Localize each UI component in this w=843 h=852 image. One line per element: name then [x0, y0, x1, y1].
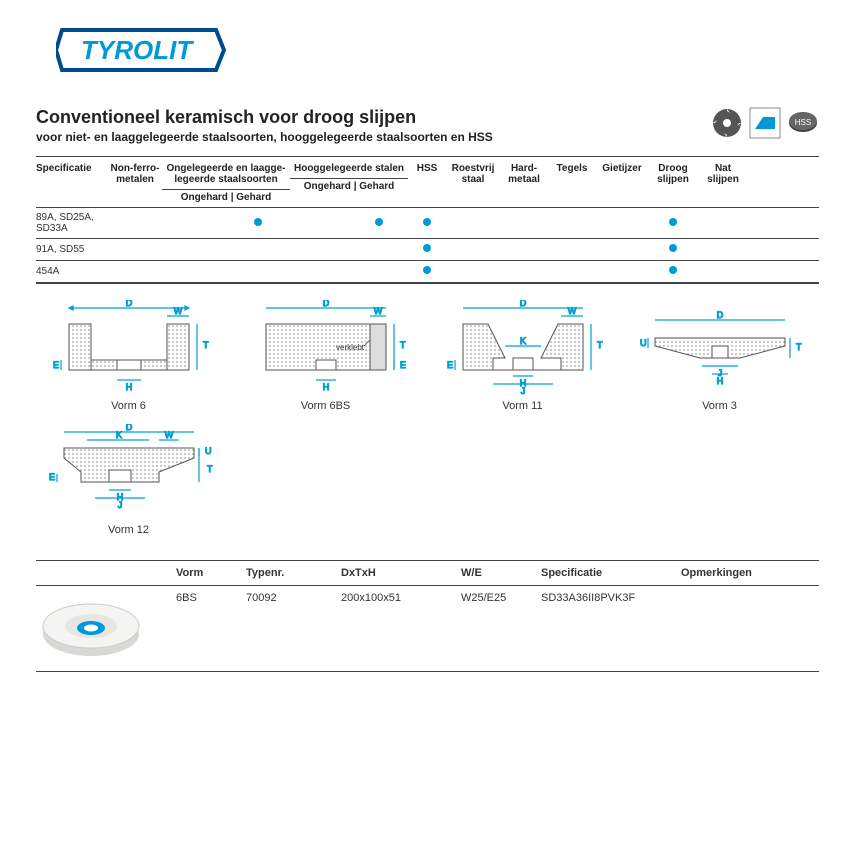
cell-spec: 89A, SD25A, SD33A	[36, 212, 108, 234]
svg-text:E: E	[447, 360, 453, 370]
shape-label: Vorm 6BS	[233, 400, 418, 412]
col-nonferro: Non-ferro-metalen	[108, 163, 162, 205]
col-nat: Nat slijpen	[698, 163, 748, 205]
cell-dxtxh: 200x100x51	[341, 592, 461, 604]
sawblade-icon	[711, 107, 743, 139]
page-subtitle: voor niet- en laaggelegeerde staalsoorte…	[36, 130, 493, 144]
svg-text:T: T	[796, 342, 802, 352]
svg-text:J: J	[520, 386, 525, 395]
col-we: W/E	[461, 567, 541, 579]
svg-text:E: E	[400, 360, 406, 370]
svg-text:W: W	[567, 306, 576, 316]
svg-text:T: T	[597, 340, 603, 350]
svg-text:D: D	[519, 300, 526, 308]
svg-text:H: H	[322, 382, 329, 392]
svg-text:D: D	[322, 300, 329, 308]
cell-typenr: 70092	[246, 592, 341, 604]
col-droog: Droog slijpen	[648, 163, 698, 205]
svg-text:D: D	[125, 424, 132, 432]
col-hardmetal: Hard-metaal	[500, 163, 548, 205]
disc-icon: HSS	[787, 107, 819, 139]
cell-spec: SD33A36II8PVK3F	[541, 592, 681, 604]
shape-vorm-6: D W T E H Vorm 6	[36, 300, 221, 412]
shape-label: Vorm 12	[36, 524, 221, 536]
svg-text:T: T	[207, 464, 213, 474]
svg-text:D: D	[125, 300, 132, 308]
col-vorm: Vorm	[176, 567, 246, 579]
svg-text:H: H	[716, 376, 723, 386]
cell-we: W25/E25	[461, 592, 541, 604]
col-hss: HSS	[408, 163, 446, 205]
cell-spec: 454A	[36, 266, 108, 277]
col-dxtxh: DxTxH	[341, 567, 461, 579]
shape-vorm-3: D T U J H Vorm 3	[627, 300, 812, 412]
svg-text:D: D	[716, 310, 723, 320]
cell-vorm: 6BS	[176, 592, 246, 604]
svg-text:T: T	[203, 340, 209, 350]
svg-text:E: E	[53, 360, 59, 370]
svg-text:verklebt: verklebt	[336, 343, 365, 352]
col-opm: Opmerkingen	[681, 567, 801, 579]
product-row: 6BS 70092 200x100x51 W25/E25 SD33A36II8P…	[36, 586, 819, 671]
matrix-row: 89A, SD25A, SD33A	[36, 208, 819, 239]
icon-strip: HSS	[711, 107, 819, 139]
svg-text:W: W	[164, 430, 173, 440]
shape-vorm-11: D W T E K H J Vorm 11	[430, 300, 615, 412]
svg-text:K: K	[115, 430, 121, 440]
svg-text:H: H	[125, 382, 132, 392]
matrix-row: 91A, SD55	[36, 239, 819, 261]
svg-text:E: E	[49, 472, 55, 482]
cell-spec: 91A, SD55	[36, 244, 108, 255]
shape-vorm-12: D K W U T E H J Vorm 12	[36, 424, 221, 536]
svg-text:J: J	[117, 500, 122, 510]
bar-icon	[749, 107, 781, 139]
brand-logo: TYROLIT	[56, 24, 819, 79]
svg-text:HSS: HSS	[795, 118, 811, 127]
shape-label: Vorm 6	[36, 400, 221, 412]
product-image	[36, 592, 176, 665]
svg-text:U: U	[640, 338, 647, 348]
page-title: Conventioneel keramisch voor droog slijp…	[36, 107, 493, 128]
col-rvs: Roestvrij staal	[446, 163, 500, 205]
svg-text:K: K	[519, 336, 525, 346]
brand-text: TYROLIT	[81, 35, 194, 65]
svg-text:W: W	[173, 306, 182, 316]
svg-text:W: W	[373, 306, 382, 316]
col-gietijzer: Gietijzer	[596, 163, 648, 205]
col-high-alloy: Hooggelegeerde stalen Ongehard | Gehard	[290, 163, 408, 205]
col-typenr: Typenr.	[246, 567, 341, 579]
col-spec: Specificatie	[541, 567, 681, 579]
svg-text:U: U	[205, 446, 212, 456]
matrix-row: 454A	[36, 261, 819, 283]
spec-matrix: Specificatie Non-ferro-metalen Ongelegee…	[36, 156, 819, 284]
col-spec: Specificatie	[36, 163, 108, 205]
col-tegels: Tegels	[548, 163, 596, 205]
shape-label: Vorm 11	[430, 400, 615, 412]
shape-diagrams: D W T E H Vorm 6 D W T	[36, 300, 819, 548]
shape-vorm-6bs: D W T E H verklebt Vorm 6BS	[233, 300, 418, 412]
shape-label: Vorm 3	[627, 400, 812, 412]
product-table: Vorm Typenr. DxTxH W/E Specificatie Opme…	[36, 560, 819, 672]
svg-text:T: T	[400, 340, 406, 350]
col-low-alloy: Ongelegeerde en laagge-legeerde staalsoo…	[162, 163, 290, 205]
